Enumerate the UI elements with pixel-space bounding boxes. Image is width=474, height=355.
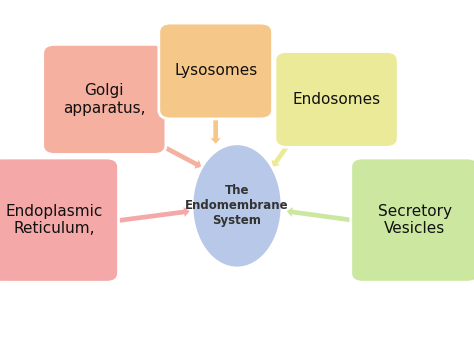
Text: Lysosomes: Lysosomes (174, 64, 257, 78)
FancyBboxPatch shape (275, 51, 398, 147)
FancyBboxPatch shape (351, 158, 474, 282)
Ellipse shape (192, 144, 282, 268)
FancyBboxPatch shape (43, 44, 166, 154)
FancyBboxPatch shape (159, 23, 273, 119)
FancyBboxPatch shape (0, 158, 118, 282)
Text: Endosomes: Endosomes (292, 92, 381, 107)
Text: Golgi
apparatus,: Golgi apparatus, (63, 83, 146, 116)
Text: Endoplasmic
Reticulum,: Endoplasmic Reticulum, (6, 204, 103, 236)
Text: Secretory
Vesicles: Secretory Vesicles (378, 204, 452, 236)
Text: The
Endomembrane
System: The Endomembrane System (185, 184, 289, 228)
